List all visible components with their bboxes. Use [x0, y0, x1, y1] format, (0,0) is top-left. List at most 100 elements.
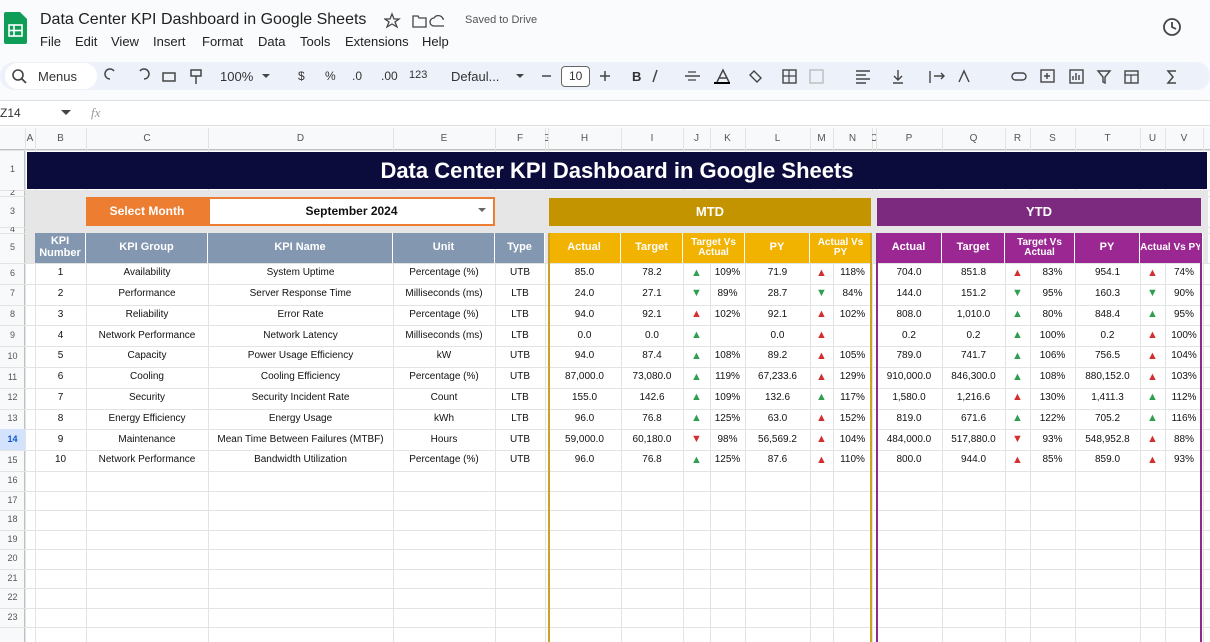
column-header: B [57, 132, 64, 144]
cell-py: 1,411.3 [1091, 391, 1124, 403]
grid-line [1005, 128, 1006, 642]
status-icon: ▲ [691, 391, 702, 404]
toolbar-currency[interactable]: $ [298, 69, 305, 83]
status-icon: ▲ [691, 308, 702, 321]
table-header: Type [495, 233, 545, 263]
column-header: H [580, 132, 589, 144]
menu-item[interactable]: Help [422, 34, 449, 49]
status-icon: ▲ [816, 370, 827, 383]
cell-py: 880,152.0 [1085, 371, 1130, 383]
cell-group: Reliability [125, 308, 169, 320]
cell-percent: 90% [1173, 287, 1194, 299]
column-header: S [1049, 132, 1056, 144]
cell-actual: 96.0 [574, 454, 595, 466]
cell-percent: 95% [1173, 308, 1194, 320]
status-icon: ▲ [1012, 391, 1023, 404]
month-dropdown-caret[interactable] [476, 206, 488, 214]
toolbar-decrease-decimal[interactable]: .0 [352, 69, 363, 83]
menu-item[interactable]: Insert [153, 34, 186, 49]
cell-percent: 122% [1039, 412, 1066, 424]
name-box-caret[interactable] [60, 109, 72, 117]
ytd-border [876, 233, 1202, 642]
cell-py: 0.0 [770, 329, 785, 341]
cell-target: 78.2 [642, 267, 662, 279]
row-header: 19 [7, 533, 18, 544]
cell-group: Cooling [130, 371, 164, 383]
table-header: PY [1075, 233, 1140, 263]
menu-search[interactable] [5, 63, 97, 89]
table-header: Target Vs Actual [683, 233, 745, 263]
row-header: 18 [7, 514, 18, 525]
grid-line [942, 128, 943, 642]
title-icons[interactable] [384, 12, 444, 30]
status-icon: ▼ [816, 287, 827, 300]
grid-line [745, 128, 746, 642]
menu-item[interactable]: View [111, 34, 139, 49]
status-icon: ▼ [691, 433, 702, 446]
cell-actual: 144.0 [896, 287, 922, 299]
column-header: M [817, 132, 826, 144]
row-header: 15 [7, 454, 18, 465]
menu-item[interactable]: Edit [75, 34, 98, 49]
column-header: N [848, 132, 857, 144]
toolbar-percent[interactable]: % [325, 69, 336, 83]
cell-group: Maintenance [118, 433, 176, 445]
menu-item[interactable]: Data [258, 34, 286, 49]
status-icon: ▲ [816, 412, 827, 425]
cell-target: 0.2 [966, 329, 981, 341]
menu-item[interactable]: Extensions [345, 34, 409, 49]
row-header: 8 [9, 309, 15, 320]
grid-line [495, 128, 496, 642]
column-header: P [905, 132, 913, 144]
cell-type: UTB [510, 267, 530, 279]
cell-py: 848.4 [1094, 308, 1121, 320]
toolbar-increase-decimal[interactable]: .00 [381, 69, 398, 83]
month-select[interactable]: September 2024 [208, 197, 495, 226]
cell-py: 859.0 [1094, 454, 1121, 466]
toolbar-number-format[interactable]: 123 [409, 69, 428, 81]
toolbar-bold[interactable]: B [632, 69, 642, 84]
cell-actual: 808.0 [896, 308, 922, 320]
toolbar-search[interactable]: Menus [38, 69, 78, 84]
cell-percent: 95% [1042, 287, 1063, 299]
toolbar-font-size[interactable]: 10 [569, 69, 583, 83]
row-header: 1 [9, 164, 15, 175]
toolbar-icons [12, 68, 1176, 85]
menu-item[interactable]: Tools [300, 34, 331, 49]
toolbar-zoom[interactable]: 100% [220, 69, 254, 84]
cell-actual: 96.0 [574, 412, 595, 424]
table-header: Actual Vs PY [1140, 233, 1203, 263]
name-box[interactable]: Z14 [0, 106, 21, 120]
cell-py: 160.3 [1094, 287, 1121, 299]
cell-actual: 0.0 [577, 329, 592, 341]
status-icon: ▲ [816, 391, 827, 404]
menu-item[interactable]: Format [202, 34, 244, 49]
status-icon: ▲ [816, 266, 827, 279]
cell-unit: Percentage (%) [409, 371, 479, 383]
grid-line [0, 549, 1210, 550]
cell-percent: 89% [717, 287, 738, 299]
status-icon: ▲ [1012, 308, 1023, 321]
cell-percent: 152% [839, 412, 866, 424]
row-header: 3 [9, 205, 15, 216]
cell-unit: Percentage (%) [409, 454, 479, 466]
font-size-box[interactable] [561, 66, 590, 87]
column-header: L [774, 132, 781, 144]
cell-percent: 108% [1039, 371, 1066, 383]
table-header: Actual [548, 233, 621, 263]
status-icon: ▲ [816, 308, 827, 321]
sheets-logo[interactable] [4, 12, 28, 44]
grid-line [0, 387, 1210, 389]
grid-line [710, 128, 711, 642]
menu-item[interactable]: File [40, 34, 61, 49]
status-icon: ▲ [1012, 370, 1023, 383]
grid-line [1203, 128, 1204, 642]
version-history-icon[interactable] [1160, 16, 1184, 38]
column-header: V [1180, 132, 1188, 144]
cell-target: 60,180.0 [632, 433, 672, 445]
cell-name: Cooling Efficiency [260, 371, 341, 383]
toolbar-font[interactable]: Defaul... [451, 69, 500, 84]
save-status: Saved to Drive [465, 14, 538, 26]
doc-title[interactable]: Data Center KPI Dashboard in Google Shee… [40, 11, 367, 28]
row-header: 23 [7, 611, 18, 622]
